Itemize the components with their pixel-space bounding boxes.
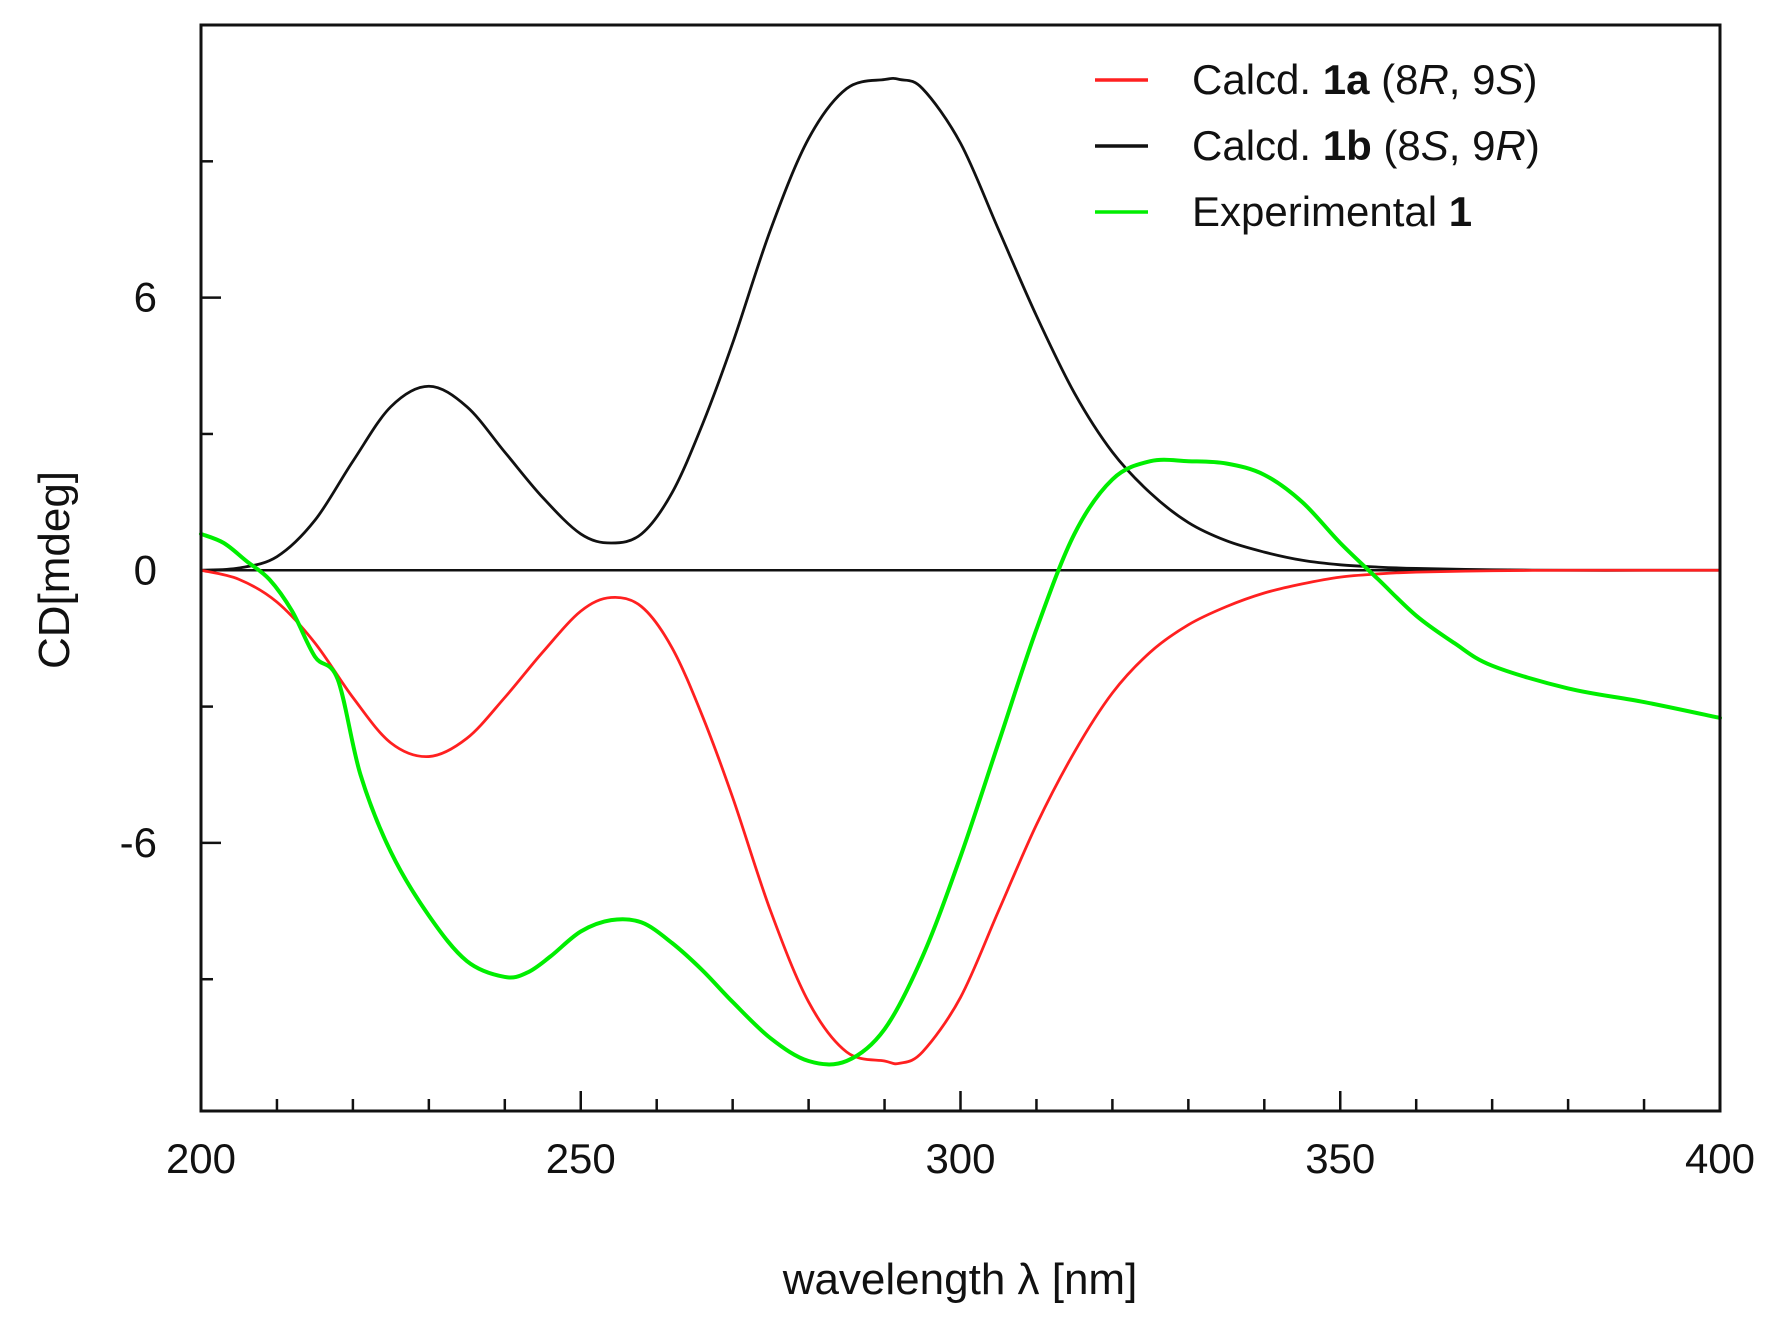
legend-entry: Calcd. 1b (8S, 9R) bbox=[1192, 122, 1540, 169]
legend-entry: Calcd. 1a (8R, 9S) bbox=[1192, 56, 1538, 103]
axes-and-ticks: 200 250 300 350 400 -6 0 6 bbox=[120, 160, 1755, 1182]
x-tick-label: 400 bbox=[1685, 1135, 1755, 1182]
y-tick-label: 6 bbox=[134, 274, 157, 321]
y-tick-label: 0 bbox=[134, 546, 157, 593]
y-tick-label: -6 bbox=[120, 819, 157, 866]
x-tick-label: 250 bbox=[546, 1135, 616, 1182]
x-axis-title: wavelength λ [nm] bbox=[782, 1255, 1138, 1304]
series-line-2 bbox=[199, 76, 1722, 572]
x-tick-label: 200 bbox=[166, 1135, 236, 1182]
legend-entry: Experimental 1 bbox=[1192, 188, 1472, 235]
legend: Calcd. 1a (8R, 9S) Calcd. 1b (8S, 9R) Expe… bbox=[1095, 56, 1540, 235]
series-line-3 bbox=[199, 457, 1722, 1067]
plot-frame bbox=[199, 23, 1722, 1113]
series-line-1 bbox=[199, 568, 1722, 1066]
data-series bbox=[199, 76, 1722, 1067]
x-tick-label: 300 bbox=[925, 1135, 995, 1182]
x-tick-label: 350 bbox=[1305, 1135, 1375, 1182]
y-axis-title: CD[mdeg] bbox=[30, 471, 79, 669]
